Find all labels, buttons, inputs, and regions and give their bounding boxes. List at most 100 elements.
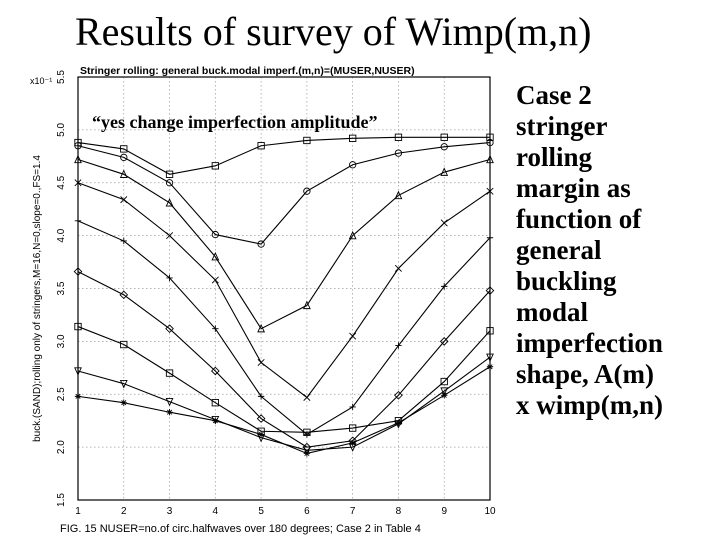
series-line bbox=[77, 220, 491, 436]
x-tick-label: 6 bbox=[304, 506, 310, 517]
series-4 bbox=[74, 179, 494, 401]
data-point-star bbox=[212, 417, 219, 424]
data-point-star bbox=[486, 363, 494, 370]
case-description-line: buckling bbox=[516, 266, 617, 296]
data-point-square bbox=[303, 136, 311, 145]
series-5 bbox=[74, 217, 494, 438]
data-point-star bbox=[303, 450, 311, 457]
data-point-plus bbox=[349, 403, 356, 411]
data-point-plus bbox=[120, 237, 127, 245]
grid-lines bbox=[77, 76, 491, 501]
x-axis-label: FIG. 15 NUSER=no.of circ.halfwaves over … bbox=[60, 523, 421, 535]
data-point-triangle bbox=[486, 154, 494, 164]
case-description-line: Case 2 bbox=[516, 80, 592, 110]
y-tick-label: 1.5 bbox=[56, 493, 67, 507]
series-line bbox=[77, 366, 491, 455]
data-point-square bbox=[120, 145, 128, 153]
case-description-line: modal bbox=[516, 297, 589, 327]
y-tick-label: 4.5 bbox=[56, 175, 67, 189]
series-line bbox=[77, 326, 491, 433]
data-point-triangle-down bbox=[119, 380, 128, 389]
data-point-triangle bbox=[211, 252, 220, 261]
x-tick-label: 7 bbox=[350, 506, 356, 517]
data-point-plus bbox=[395, 342, 402, 349]
data-point-square bbox=[303, 428, 311, 436]
series-6 bbox=[73, 267, 495, 452]
y-tick-label: 4.0 bbox=[56, 228, 67, 242]
series-line bbox=[77, 182, 491, 399]
y-multiplier-label: x10⁻¹ bbox=[30, 76, 52, 86]
y-tick-label: 5.5 bbox=[56, 70, 67, 84]
data-point-square bbox=[394, 133, 403, 141]
data-point-triangle-down bbox=[74, 367, 82, 376]
data-point-triangle bbox=[257, 323, 266, 333]
data-point-square bbox=[211, 162, 219, 170]
data-point-diamond bbox=[256, 414, 266, 423]
data-point-x bbox=[303, 393, 311, 401]
data-point-square bbox=[74, 322, 82, 331]
data-point-x bbox=[74, 179, 82, 187]
data-point-square bbox=[486, 327, 494, 335]
data-point-x bbox=[120, 196, 128, 204]
x-tick-label: 10 bbox=[484, 506, 496, 517]
data-point-circle bbox=[211, 230, 219, 239]
data-point-triangle bbox=[348, 230, 357, 240]
buckling-chart: 1 2 3 4 5 6 7 8 9 10 1.5 2.0 2.5 3.0 3.5 4.0 4.5 5.0 5.5 x1… bbox=[30, 65, 496, 535]
data-point-star bbox=[441, 392, 448, 399]
case-description-line: x wimp(m,n) bbox=[516, 390, 663, 420]
data-point-plus bbox=[212, 325, 219, 332]
data-point-square bbox=[440, 377, 448, 386]
series-lines bbox=[73, 133, 495, 457]
data-point-circle bbox=[440, 143, 448, 151]
axes bbox=[77, 76, 491, 501]
data-point-star bbox=[257, 431, 265, 438]
data-point-x bbox=[257, 359, 265, 367]
data-point-x bbox=[211, 276, 219, 284]
data-point-circle bbox=[349, 161, 357, 169]
data-point-plus bbox=[74, 217, 82, 225]
data-point-diamond bbox=[439, 337, 449, 346]
data-point-x bbox=[486, 187, 494, 195]
data-point-x bbox=[349, 332, 357, 340]
series-line bbox=[77, 271, 491, 448]
y-tick-label: 2.5 bbox=[56, 387, 67, 401]
data-point-square bbox=[486, 133, 494, 141]
x-tick-label: 3 bbox=[167, 506, 173, 517]
data-point-triangle-down bbox=[302, 446, 311, 456]
series-line bbox=[77, 158, 491, 330]
y-tick-label: 2.0 bbox=[56, 440, 67, 454]
data-point-triangle-down bbox=[165, 398, 174, 407]
data-point-diamond bbox=[394, 390, 403, 400]
x-tick-label: 2 bbox=[121, 506, 127, 517]
series-9 bbox=[74, 363, 494, 457]
axis-labels: 1 2 3 4 5 6 7 8 9 10 1.5 2.0 2.5 3.0 3.5 4.0 4.5 5.0 5.5 x1… bbox=[30, 65, 496, 535]
data-point-circle bbox=[394, 149, 403, 157]
data-point-plus bbox=[441, 283, 448, 290]
data-point-x bbox=[440, 219, 448, 227]
data-point-diamond bbox=[210, 366, 220, 376]
data-point-diamond bbox=[119, 290, 129, 300]
data-point-diamond bbox=[165, 324, 174, 334]
x-tick-label: 9 bbox=[441, 506, 447, 517]
x-tick-label: 4 bbox=[213, 506, 219, 517]
case-description-line: rolling bbox=[516, 142, 593, 172]
series-line bbox=[77, 136, 490, 175]
x-tick-label: 1 bbox=[75, 506, 81, 517]
data-point-square bbox=[440, 133, 448, 141]
data-point-square bbox=[349, 134, 357, 142]
case-description-line: function of bbox=[516, 204, 642, 234]
series-2 bbox=[74, 138, 494, 248]
y-tick-label: 3.0 bbox=[56, 334, 67, 348]
data-point-star bbox=[120, 399, 127, 406]
y-axis-label: buck.(SAND);rolling only of stringers,M=… bbox=[32, 155, 43, 442]
series-line bbox=[77, 142, 491, 245]
data-point-circle bbox=[303, 187, 311, 195]
data-point-circle bbox=[165, 179, 174, 187]
data-point-triangle-down bbox=[440, 387, 449, 396]
data-point-star bbox=[166, 409, 173, 416]
data-point-triangle bbox=[302, 300, 311, 310]
series-3 bbox=[74, 154, 494, 333]
data-point-star bbox=[74, 393, 82, 400]
data-point-circle bbox=[257, 240, 265, 248]
data-point-circle bbox=[74, 142, 82, 150]
